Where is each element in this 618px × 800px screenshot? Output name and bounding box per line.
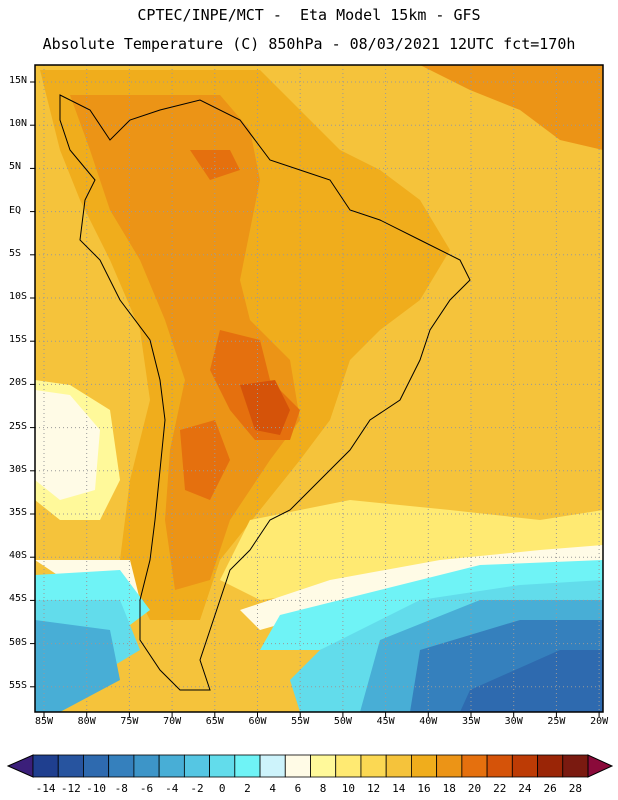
colorbar-swatch <box>562 754 589 778</box>
field-band-m8 <box>460 650 603 712</box>
lon-label: 45W <box>376 716 395 727</box>
lat-label: 5N <box>9 161 22 173</box>
lat-label: 40S <box>9 550 28 562</box>
lat-label: 35S <box>9 507 28 518</box>
colorbar-label: 4 <box>269 782 276 795</box>
colorbar-swatch <box>461 754 488 778</box>
colorbar-arrow-right <box>587 754 614 778</box>
colorbar-swatch <box>209 754 236 778</box>
colorbar <box>6 754 614 778</box>
colorbar-swatch <box>511 754 538 778</box>
lon-label: 85W <box>34 716 54 727</box>
lat-label: 25S <box>9 420 28 432</box>
colorbar-label: 14 <box>392 782 406 795</box>
lon-label: 70W <box>163 716 182 727</box>
colorbar-swatch <box>259 754 286 778</box>
lat-label: 15S <box>9 334 28 346</box>
field-band-8b <box>35 545 603 630</box>
colorbar-label: 20 <box>467 782 482 795</box>
colorbar-label: 12 <box>366 782 381 795</box>
field-band-12 <box>220 500 603 600</box>
lon-label: 80W <box>77 716 96 727</box>
lat-label: 5S <box>9 247 22 259</box>
colorbar-swatch <box>183 754 210 778</box>
lon-label: 65W <box>205 716 224 727</box>
lon-label: 50W <box>333 716 352 727</box>
lat-label: 30S <box>9 463 28 475</box>
field-band-8 <box>35 390 100 500</box>
colorbar-swatch <box>360 754 387 778</box>
field-band-18 <box>70 95 300 590</box>
colorbar-label: 22 <box>493 782 507 795</box>
lat-label: EQ <box>9 204 22 216</box>
lon-label: 20W <box>590 716 609 727</box>
colorbar-label: 10 <box>341 782 355 795</box>
colorbar-label: 6 <box>294 782 302 795</box>
colorbar-label: 2 <box>244 782 251 795</box>
lon-label: 30W <box>504 716 523 727</box>
colorbar-swatch <box>411 754 438 778</box>
lon-label: 40W <box>419 716 438 727</box>
field-band-4 <box>35 560 603 650</box>
colorbar-swatch <box>158 754 185 778</box>
colorbar-label: 0 <box>218 782 226 795</box>
colorbar-swatch <box>133 754 160 778</box>
colorbar-swatch <box>537 754 564 778</box>
lat-label: 55S <box>9 679 28 691</box>
lat-label: 15N <box>9 75 28 86</box>
colorbar-swatch <box>234 754 261 778</box>
colorbar-label: -8 <box>114 782 128 795</box>
colorbar-label: -2 <box>190 782 204 795</box>
map-title-line1: CPTEC/INPE/MCT - Eta Model 15km - GFS <box>137 6 481 24</box>
colorbar-label: -4 <box>165 782 179 795</box>
colorbar-swatch <box>83 754 110 778</box>
colorbar-label: 24 <box>518 782 532 795</box>
field-band-ne <box>420 65 603 150</box>
lat-lon-grid <box>30 65 603 717</box>
colorbar-swatch <box>385 754 412 778</box>
colorbar-swatch <box>57 754 84 778</box>
map-frame <box>34 64 604 713</box>
colorbar-swatch <box>436 754 463 778</box>
lon-label: 75W <box>120 716 139 727</box>
colorbar-swatch <box>108 754 135 778</box>
colorbar-label: 8 <box>319 782 327 795</box>
colorbar-label: -6 <box>139 782 154 795</box>
lat-label: 20S <box>9 377 28 389</box>
lon-label: 35W <box>461 716 481 727</box>
colorbar-label: -10 <box>86 782 106 795</box>
colorbar-swatch <box>335 754 362 778</box>
colorbar-label: 18 <box>442 782 456 795</box>
colorbar-label: 16 <box>417 782 431 795</box>
lon-label: 25W <box>547 716 566 727</box>
lat-label: 50S <box>9 636 28 648</box>
colorbar-label: 26 <box>543 782 557 795</box>
colorbar-swatch <box>310 754 337 778</box>
lon-label: 60W <box>248 716 267 727</box>
colorbar-label: -14 <box>35 782 56 795</box>
lat-label: 45S <box>9 593 28 605</box>
lat-label: 10N <box>9 118 28 130</box>
map-title-line2: Absolute Temperature (C) 850hPa - 08/03/… <box>42 35 576 53</box>
lon-label: 55W <box>291 716 310 727</box>
colorbar-label: -12 <box>60 782 81 795</box>
colorbar-swatch <box>32 754 59 778</box>
lat-label: 10S <box>9 291 28 302</box>
colorbar-arrow-left <box>6 754 34 778</box>
temperature-field <box>35 65 603 712</box>
south-america-coastline <box>59 94 471 691</box>
colorbar-swatch <box>486 754 513 778</box>
colorbar-label: 28 <box>568 782 582 795</box>
colorbar-swatch <box>284 754 311 778</box>
field-band-22 <box>240 380 290 435</box>
